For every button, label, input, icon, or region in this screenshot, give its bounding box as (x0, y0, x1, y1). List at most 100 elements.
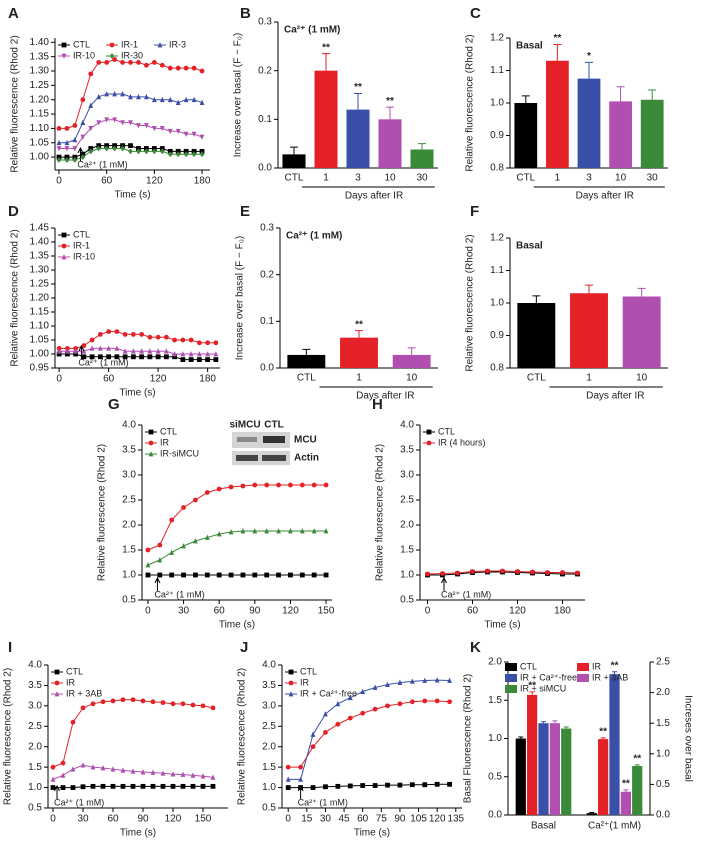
x-tick-label: 0 (56, 374, 62, 385)
point (200, 703, 206, 709)
legend-marker (54, 669, 60, 675)
panel-title: Basal (516, 241, 543, 252)
point (204, 572, 210, 578)
x-axis-label: Days after IR (586, 391, 644, 402)
point (159, 96, 165, 103)
bar (287, 354, 326, 368)
x-tick-label: 150 (318, 606, 335, 617)
point (347, 715, 353, 721)
y-tick-label: 0.95 (30, 363, 50, 374)
series-line (147, 484, 327, 551)
y-tick-label: 3.0 (122, 470, 136, 481)
point (252, 482, 258, 488)
annotation-arrow (441, 576, 447, 591)
point (252, 528, 258, 534)
panel-letter: A (8, 5, 19, 22)
point (455, 570, 460, 576)
y-tick-label: 1.15 (30, 307, 50, 318)
point (151, 96, 157, 103)
x-tick-label: 30 (77, 814, 89, 825)
point (114, 345, 120, 351)
error-bar (637, 287, 646, 297)
annotation-arrow (78, 344, 85, 359)
point (500, 568, 505, 574)
point (110, 766, 116, 772)
legend-label: IR + 3AB (66, 688, 102, 698)
point (120, 783, 126, 789)
x-axis-label: Days after IR (345, 191, 403, 202)
point (64, 348, 70, 354)
y-tick-label: 4.0 (400, 420, 414, 431)
bar (570, 293, 608, 368)
point (104, 117, 110, 123)
annotation-arrow (54, 784, 60, 799)
point (56, 146, 62, 152)
x-tick-label: 120 (509, 606, 526, 617)
point (175, 99, 181, 105)
point (264, 572, 270, 578)
x-tick-label: 180 (199, 374, 216, 385)
y-tick-label: 1.35 (30, 251, 50, 262)
point (56, 157, 62, 163)
point (147, 354, 153, 360)
y-axis-label: Relative fluorescence (Rhod 2) (97, 444, 108, 581)
point (56, 125, 62, 131)
y-tick-label: 0.0 (656, 810, 670, 821)
blot-band (263, 436, 285, 443)
bar (598, 739, 609, 815)
point (299, 572, 305, 578)
y-tick-label: 0.2 (258, 65, 272, 76)
y-tick-label: 0.3 (258, 17, 272, 28)
bar (282, 154, 306, 168)
y-axis-label: Increase over basal (F − F₀) (235, 236, 246, 360)
y-tick-label: 2.5 (656, 657, 670, 668)
point (80, 762, 86, 768)
panel-title: Ca²⁺ (1 mM) (286, 231, 342, 242)
point (298, 776, 304, 782)
point (172, 337, 178, 343)
bar (640, 99, 664, 168)
y-tick-label: 0.1 (258, 114, 272, 125)
point (372, 706, 378, 712)
point (434, 781, 440, 787)
point (172, 354, 178, 360)
point (89, 354, 95, 360)
bar (340, 337, 378, 368)
point (190, 702, 196, 708)
series-line (147, 530, 327, 566)
point (288, 482, 293, 488)
y-tick-label: 1.0 (490, 98, 504, 109)
x-tick-label: 90 (249, 606, 261, 617)
point (422, 782, 428, 788)
y-tick-label: 0.0 (260, 363, 274, 374)
x-tick-label: 60 (214, 606, 226, 617)
x-tick-label: CTL (285, 173, 304, 184)
x-tick-label: 3 (586, 173, 592, 184)
point (422, 698, 428, 704)
point (157, 542, 163, 548)
x-tick-label: 0 (145, 606, 151, 617)
error-bar (585, 61, 593, 79)
point (360, 688, 366, 694)
y-tick-label: 2.0 (400, 520, 414, 531)
y-tick-label: 2.5 (122, 495, 136, 506)
legend-label: CTL (520, 661, 537, 671)
point (151, 125, 157, 132)
point (167, 151, 173, 158)
point (110, 698, 116, 704)
y-tick-label: 0.0 (488, 810, 502, 821)
point (188, 357, 194, 362)
x-tick-label: 60 (107, 814, 119, 825)
y-axis-label: Relative fluorescence (Rhod 2) (465, 34, 476, 171)
point (120, 767, 126, 773)
point (323, 482, 329, 488)
point (347, 694, 353, 701)
x-tick-label: 90 (394, 814, 406, 825)
x-axis-label: Time (s) (219, 620, 255, 631)
y-tick-label: 2.0 (122, 520, 136, 531)
legend-label: IR + 3AB (592, 672, 628, 682)
y-tick-label: 2.0 (262, 741, 276, 752)
point (167, 65, 173, 71)
legend-label: CTL (73, 229, 90, 239)
